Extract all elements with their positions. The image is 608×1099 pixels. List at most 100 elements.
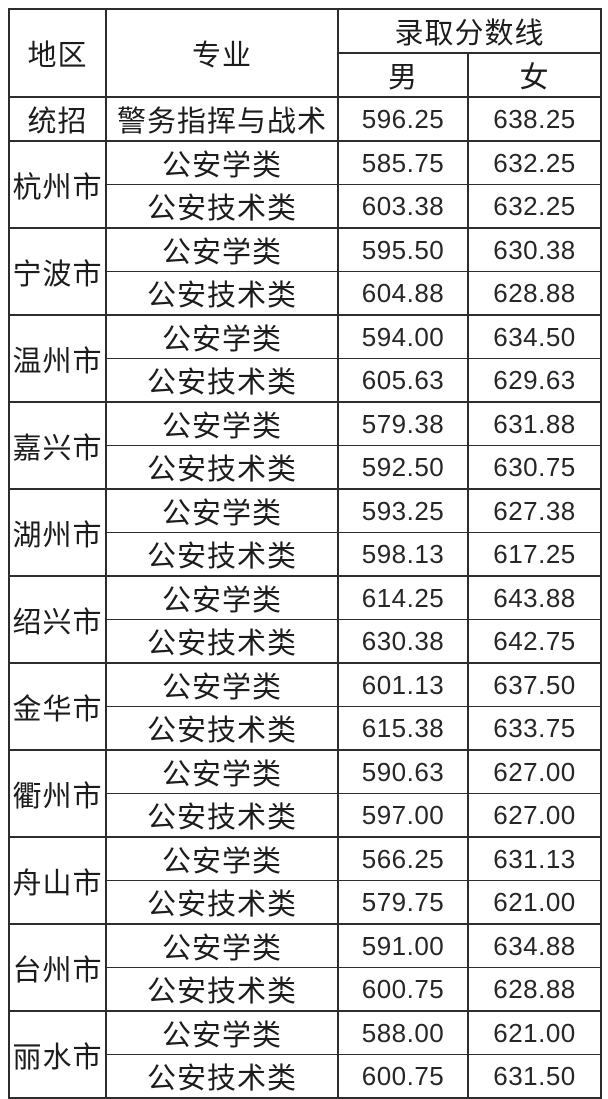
table-row: 公安技术类 597.00 627.00 — [9, 793, 603, 838]
table-row: 丽水市 公安学类 588.00 621.00 — [8, 1010, 603, 1099]
admission-score-table: 地区 专业 录取分数线 男 女 统招 警务指挥与战术 596.25 638.25 杭州市… — [8, 8, 603, 1099]
male-score-cell: 615.38 — [337, 706, 469, 751]
region-cell: 统招 — [8, 96, 107, 142]
major-cell: 公安学类 — [105, 140, 339, 185]
female-score-cell: 621.00 — [466, 1010, 603, 1055]
female-score-cell: 643.88 — [466, 575, 603, 620]
major-cell: 公安学类 — [105, 488, 339, 533]
major-cell: 公安技术类 — [105, 271, 339, 316]
female-score-cell: 642.75 — [466, 619, 603, 664]
table-row: 湖州市 公安学类 593.25 627.38 — [8, 488, 603, 577]
male-score-cell: 604.88 — [337, 271, 469, 316]
major-cell: 公安技术类 — [105, 880, 339, 925]
region-cell: 衢州市 — [8, 749, 107, 838]
table-row: 台州市 公安学类 591.00 634.88 — [8, 923, 603, 1012]
region-cell: 金华市 — [8, 662, 107, 751]
table-row: 衢州市 公安学类 590.63 627.00 — [8, 749, 603, 838]
table-row: 绍兴市 公安学类 614.25 643.88 — [8, 575, 603, 664]
male-score-cell: 594.00 — [337, 314, 469, 359]
male-score-cell: 597.00 — [337, 793, 469, 838]
region-cell: 湖州市 — [8, 488, 107, 577]
table-row: 公安技术类 630.38 642.75 — [9, 619, 603, 664]
female-score-cell: 627.38 — [466, 488, 603, 533]
header-row-2: 男 女 — [9, 52, 603, 98]
major-cell: 公安技术类 — [105, 532, 339, 577]
major-cell: 公安学类 — [105, 923, 339, 968]
major-cell: 公安学类 — [105, 662, 339, 707]
major-cell: 公安学类 — [105, 575, 339, 620]
female-score-cell: 617.25 — [466, 532, 603, 577]
header-major: 专业 — [105, 8, 339, 98]
major-cell: 公安技术类 — [105, 619, 339, 664]
table-row: 宁波市 公安学类 595.50 630.38 — [8, 227, 603, 316]
female-score-cell: 627.00 — [466, 793, 603, 838]
major-cell: 公安技术类 — [105, 706, 339, 751]
female-score-cell: 638.25 — [466, 96, 603, 142]
female-score-cell: 631.50 — [466, 1054, 603, 1099]
male-score-cell: 595.50 — [337, 227, 469, 272]
table-row: 公安技术类 603.38 632.25 — [9, 184, 603, 229]
major-cell: 公安学类 — [105, 749, 339, 794]
male-score-cell: 566.25 — [337, 836, 469, 881]
female-score-cell: 630.38 — [466, 227, 603, 272]
female-score-cell: 637.50 — [466, 662, 603, 707]
major-cell: 公安学类 — [105, 227, 339, 272]
male-score-cell: 605.63 — [337, 358, 469, 403]
header-region: 地区 — [8, 8, 107, 98]
male-score-cell: 588.00 — [337, 1010, 469, 1055]
male-score-cell: 592.50 — [337, 445, 469, 490]
region-cell: 宁波市 — [8, 227, 107, 316]
table-row: 杭州市 公安学类 585.75 632.25 — [8, 140, 603, 229]
header-male: 男 — [337, 52, 469, 98]
header-female: 女 — [466, 52, 603, 98]
region-cell: 丽水市 — [8, 1010, 107, 1099]
table-row: 公安技术类 615.38 633.75 — [9, 706, 603, 751]
male-score-cell: 596.25 — [337, 96, 469, 142]
table-header: 地区 专业 录取分数线 男 女 — [8, 8, 603, 98]
male-score-cell: 579.38 — [337, 401, 469, 446]
male-score-cell: 600.75 — [337, 967, 469, 1012]
female-score-cell: 633.75 — [466, 706, 603, 751]
major-cell: 公安技术类 — [105, 1054, 339, 1099]
male-score-cell: 593.25 — [337, 488, 469, 533]
female-score-cell: 634.88 — [466, 923, 603, 968]
table-row: 统招 警务指挥与战术 596.25 638.25 — [8, 96, 603, 142]
major-cell: 公安学类 — [105, 836, 339, 881]
region-cell: 温州市 — [8, 314, 107, 403]
female-score-cell: 628.88 — [466, 271, 603, 316]
female-score-cell: 631.88 — [466, 401, 603, 446]
male-score-cell: 598.13 — [337, 532, 469, 577]
table-row: 舟山市 公安学类 566.25 631.13 — [8, 836, 603, 925]
table-row: 公安技术类 579.75 621.00 — [9, 880, 603, 925]
male-score-cell: 579.75 — [337, 880, 469, 925]
major-cell: 公安学类 — [105, 314, 339, 359]
female-score-cell: 630.75 — [466, 445, 603, 490]
major-cell: 公安技术类 — [105, 793, 339, 838]
male-score-cell: 591.00 — [337, 923, 469, 968]
male-score-cell: 603.38 — [337, 184, 469, 229]
table-row: 金华市 公安学类 601.13 637.50 — [8, 662, 603, 751]
female-score-cell: 632.25 — [466, 140, 603, 185]
female-score-cell: 634.50 — [466, 314, 603, 359]
header-score-group: 录取分数线 — [336, 8, 603, 54]
major-cell: 公安技术类 — [105, 445, 339, 490]
major-cell: 公安学类 — [105, 401, 339, 446]
male-score-cell: 590.63 — [337, 749, 469, 794]
male-score-cell: 600.75 — [337, 1054, 469, 1099]
region-cell: 嘉兴市 — [8, 401, 107, 490]
table-row: 嘉兴市 公安学类 579.38 631.88 — [8, 401, 603, 490]
male-score-cell: 614.25 — [337, 575, 469, 620]
major-cell: 公安学类 — [105, 1010, 339, 1055]
header-row-1: 地区 专业 录取分数线 — [8, 8, 603, 98]
table-row: 温州市 公安学类 594.00 634.50 — [8, 314, 603, 403]
major-cell: 公安技术类 — [105, 184, 339, 229]
table-row: 公安技术类 598.13 617.25 — [9, 532, 603, 577]
region-cell: 杭州市 — [8, 140, 107, 229]
table-row: 公安技术类 592.50 630.75 — [9, 445, 603, 490]
female-score-cell: 632.25 — [466, 184, 603, 229]
region-cell: 绍兴市 — [8, 575, 107, 664]
major-cell: 公安技术类 — [105, 967, 339, 1012]
table-body: 统招 警务指挥与战术 596.25 638.25 杭州市 公安学类 585.75 632.25… — [8, 96, 603, 1099]
male-score-cell: 630.38 — [337, 619, 469, 664]
male-score-cell: 601.13 — [337, 662, 469, 707]
